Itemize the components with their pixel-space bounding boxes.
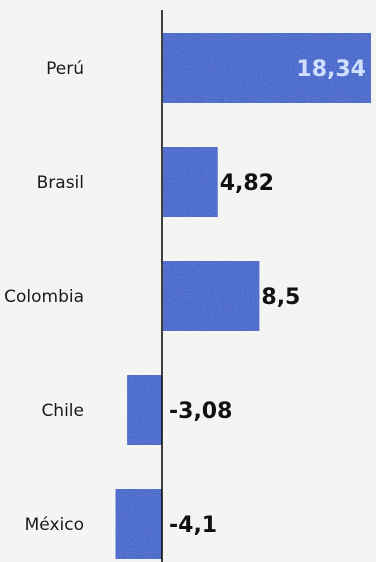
labels-layer: Perú 18,34 Brasil 4,82 Colombia 8,5 Chile -3,08…	[4, 57, 366, 538]
value-label-mexico: -4,1	[169, 513, 217, 538]
value-label-colombia: 8,5	[261, 285, 300, 310]
category-label-chile: Chile	[41, 401, 84, 421]
bar-mexico	[115, 489, 162, 559]
value-label-brasil: 4,82	[220, 171, 274, 196]
category-label-brasil: Brasil	[37, 173, 84, 193]
category-label-colombia: Colombia	[4, 287, 84, 307]
category-label-mexico: México	[25, 515, 84, 535]
value-label-chile: -3,08	[169, 399, 232, 424]
bar-peru	[163, 33, 371, 103]
category-label-peru: Perú	[46, 59, 84, 79]
bars-layer	[115, 33, 371, 559]
value-label-peru: 18,34	[296, 57, 366, 82]
bar-brasil	[163, 147, 218, 217]
bar-colombia	[163, 261, 260, 331]
bar-chile	[127, 375, 162, 445]
